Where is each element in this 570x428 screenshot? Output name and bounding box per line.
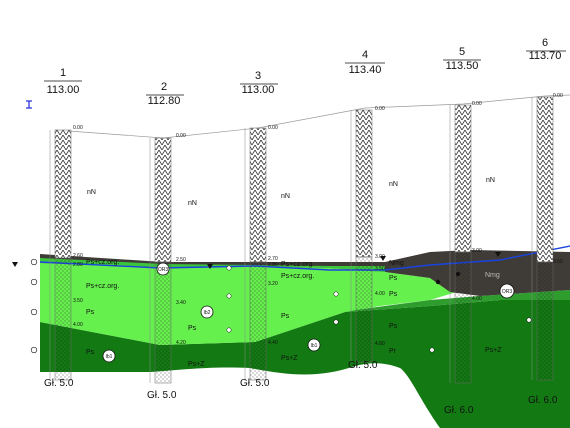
borehole-fill-column xyxy=(536,96,554,263)
borehole-soil-column xyxy=(454,251,472,384)
sample-tag: OR3 xyxy=(158,267,169,273)
stratum-label: Nmg xyxy=(389,260,404,267)
borehole-number: 2 xyxy=(161,81,167,93)
stratum-label: Ps+cz.org. xyxy=(86,283,119,290)
depth-mark: 2.60 xyxy=(73,253,83,259)
depth-mark: 3.20 xyxy=(268,281,278,287)
final-depth: Gł. 5.0 xyxy=(348,360,378,371)
depth-mark: 3.00 xyxy=(472,248,482,254)
borehole-elevation: 113.40 xyxy=(349,64,382,76)
top-depth: 0.00 xyxy=(176,133,186,139)
water-level-icon xyxy=(12,252,501,269)
depth-mark: 3.50 xyxy=(553,259,563,265)
stratum-label: Ps+Z xyxy=(281,355,298,362)
depth-mark: 3.50 xyxy=(73,298,83,304)
depth-mark: 2.50 xyxy=(176,257,186,263)
stratum-label: Ps xyxy=(188,325,197,332)
borehole-fill-column xyxy=(355,109,373,258)
borehole-number: 6 xyxy=(542,37,548,49)
borehole-elevation: 113.50 xyxy=(446,60,479,72)
fill-label: nN xyxy=(281,193,290,200)
stratum-label: Ps xyxy=(86,349,95,356)
sample-tag: Ib1 xyxy=(311,343,318,349)
stratum-label: Ps+Z xyxy=(188,361,205,368)
top-depth: 0.00 xyxy=(472,101,482,107)
borehole-6: 6 113.70 0.00 3.50 Gł. 6.0 xyxy=(526,37,566,406)
fill-label: nN xyxy=(486,177,495,184)
final-depth: Gł. 5.0 xyxy=(147,390,177,401)
layer-dark-green-base xyxy=(40,296,570,428)
sample-bullet-icons xyxy=(30,258,532,354)
depth-mark: 4.00 xyxy=(73,322,83,328)
depth-mark: 2.80 xyxy=(268,262,278,268)
depth-mark: 4.20 xyxy=(176,340,186,346)
stratum-label: Nmg xyxy=(485,272,500,279)
depth-mark: 4.80 xyxy=(375,341,385,347)
stratum-label: Ps+Z xyxy=(485,347,502,354)
fill-label: nN xyxy=(389,181,398,188)
top-depth: 0.00 xyxy=(268,125,278,131)
top-depth: 0.00 xyxy=(553,93,563,99)
borehole-number: 3 xyxy=(255,70,261,82)
sample-tag: OR3 xyxy=(502,289,513,295)
stratum-label: Ps xyxy=(389,291,398,298)
borehole-fill-column xyxy=(54,129,72,259)
borehole-3: 3 113.00 0.00 nN 2.70 2.80 3.20 4.40 Ps+… xyxy=(240,70,321,389)
stratum-label: Ps+cz.org. xyxy=(86,259,119,266)
stratum-label: Pr xyxy=(389,348,397,355)
borehole-number: 1 xyxy=(60,67,66,79)
borehole-soil-column xyxy=(154,261,172,384)
borehole-soil-column xyxy=(355,256,373,363)
borehole-5: 5 113.50 0.00 nN 3.00 4.00 Nmg Ps+Z OR3 … xyxy=(443,46,515,416)
depth-mark: 3.00 xyxy=(375,254,385,260)
final-depth: Gł. 6.0 xyxy=(528,395,558,406)
borehole-elevation: 113.00 xyxy=(47,84,80,96)
sample-tag: Ib2 xyxy=(204,310,211,316)
borehole-fill-column xyxy=(454,104,472,253)
depth-mark: 4.00 xyxy=(472,296,482,302)
stratum-label: Ps xyxy=(389,275,398,282)
stratum-label: Ps+cz.org. xyxy=(281,273,314,280)
depth-mark: 3.40 xyxy=(176,300,186,306)
sample-tag: Ib1 xyxy=(106,354,113,360)
borehole-soil-column xyxy=(54,257,72,381)
top-depth: 0.00 xyxy=(73,125,83,131)
borehole-4: 4 113.40 0.00 nN 3.00 3.50 4.00 4.80 Nmg… xyxy=(345,49,404,371)
borehole-fill-column xyxy=(249,127,267,263)
top-depth: 0.00 xyxy=(375,106,385,112)
final-depth: Gł. 5.0 xyxy=(240,378,270,389)
layer-green-strip xyxy=(40,258,385,272)
final-depth: Gł. 6.0 xyxy=(444,405,474,416)
depth-mark: 4.40 xyxy=(268,340,278,346)
borehole-elevation: 113.70 xyxy=(529,50,562,62)
depth-mark: 2.80 xyxy=(73,262,83,268)
depth-mark: 3.50 xyxy=(375,266,385,272)
borehole-soil-column xyxy=(249,261,267,381)
depth-mark: 2.70 xyxy=(268,256,278,262)
final-depth: Gł. 5.0 xyxy=(44,378,74,389)
borehole-number: 4 xyxy=(362,49,368,61)
borehole-number: 5 xyxy=(459,46,465,58)
fill-label: nN xyxy=(188,200,197,207)
stratum-label: Ps xyxy=(281,313,290,320)
elevation-marker-icon xyxy=(26,100,32,109)
fill-label: nN xyxy=(87,189,96,196)
layer-organic-top xyxy=(40,250,570,296)
stratum-label: Ps xyxy=(389,323,398,330)
ground-surface-line xyxy=(54,94,570,139)
borehole-soil-column xyxy=(536,261,554,381)
depth-mark: 4.00 xyxy=(375,291,385,297)
stratum-label: Ps+cz.org. xyxy=(281,261,314,268)
borehole-elevation: 113.00 xyxy=(242,84,275,96)
borehole-fill-column xyxy=(154,137,172,263)
borehole-2: 2 112.80 0.00 nN 2.50 3.40 4.20 Ps Ps+Z … xyxy=(102,81,214,401)
stratum-label: Ps xyxy=(86,309,95,316)
borehole-elevation: 112.80 xyxy=(148,95,181,107)
borehole-1: 1 113.00 0.00 nN 2.60 2.80 3.50 4.00 Ps+… xyxy=(44,67,119,389)
borehole-columns xyxy=(49,96,554,384)
